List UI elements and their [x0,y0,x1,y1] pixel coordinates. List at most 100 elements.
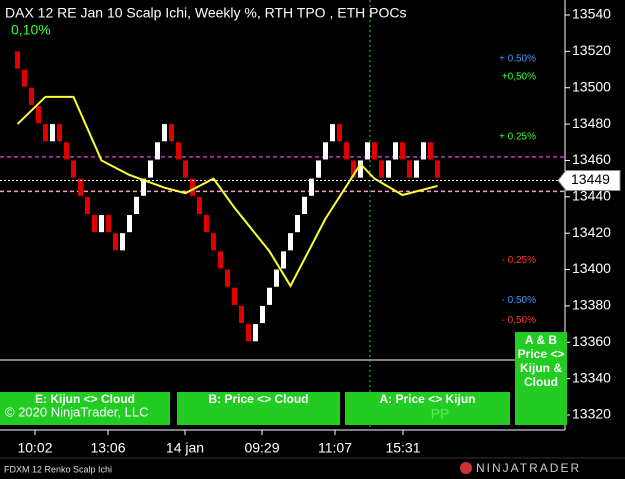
renko-brick [155,142,160,160]
renko-brick [232,287,237,305]
renko-brick [169,124,174,142]
y-tick-label: 13500 [572,78,611,94]
toggle-button-label[interactable]: A: Price <> Kijun [379,392,475,406]
renko-brick [113,233,118,251]
percent-level-label: - 0.25% [502,255,537,266]
renko-brick [190,178,195,196]
renko-brick [400,142,405,160]
renko-brick [99,215,104,233]
renko-brick [225,269,230,287]
percent-level-label: +0,50% [502,71,536,82]
renko-brick [197,196,202,214]
renko-brick [204,215,209,233]
renko-brick [141,178,146,196]
renko-brick [393,142,398,160]
copyright: © 2020 NinjaTrader, LLC [5,404,149,419]
renko-brick [22,69,27,87]
renko-brick [162,124,167,142]
toggle-button[interactable] [0,392,170,425]
x-tick-label: 09:29 [244,440,279,456]
renko-brick [92,215,97,233]
toggle-button-label[interactable]: B: Price <> Cloud [208,392,308,406]
renko-brick [64,142,69,160]
renko-brick [50,124,55,142]
combo-button[interactable] [515,332,567,425]
renko-brick [176,142,181,160]
y-tick-label: 13540 [572,6,611,22]
renko-brick [351,160,356,178]
renko-brick [407,160,412,178]
percent-level-label: + 0.25% [499,131,536,142]
renko-brick [253,324,258,342]
renko-brick [414,160,419,178]
chart-subtitle: 0,10% [11,22,51,38]
renko-brick [246,324,251,342]
y-tick-label: 13340 [572,369,611,385]
percent-level-label: - 0,50% [502,315,537,326]
renko-brick [274,269,279,287]
x-tick-label: 10:02 [17,440,52,456]
renko-brick [309,178,314,196]
percent-level-label: + 0.50% [499,53,536,64]
renko-brick [428,142,433,160]
toggle-button-label[interactable]: E: Kijun <> Cloud [35,392,135,406]
y-tick-label: 13420 [572,224,611,240]
combo-button-label[interactable]: Kijun & [520,361,562,375]
renko-brick [302,196,307,214]
renko-brick [239,305,244,324]
renko-brick [134,196,139,214]
renko-brick [260,305,265,324]
brand-icon [460,462,472,474]
renko-brick [57,124,62,142]
watermark: PP [431,406,450,422]
renko-brick [365,142,370,160]
renko-brick [330,124,335,142]
renko-brick [43,124,48,142]
combo-button-label[interactable]: Price <> [518,347,565,361]
renko-brick [344,142,349,160]
renko-brick [78,178,83,196]
x-tick-label: 11:07 [318,440,352,456]
last-price-box [557,169,621,191]
renko-brick [183,160,188,178]
renko-brick [316,160,321,178]
y-tick-label: 13360 [572,333,611,349]
y-tick-label: 13400 [572,260,611,276]
y-tick-label: 13480 [572,115,611,131]
renko-brick [337,124,342,142]
chart-title: DAX 12 RE Jan 10 Scalp Ichi, Weekly %, R… [5,5,406,21]
toggle-button[interactable] [345,392,510,425]
renko-brick [127,215,132,233]
y-tick-label: 13380 [572,297,611,313]
renko-brick [288,233,293,251]
combo-button-label[interactable]: A & B [525,333,558,347]
renko-brick [372,142,377,160]
renko-brick [211,233,216,251]
renko-brick [435,160,440,178]
renko-brick [148,160,153,178]
brand: NINJATRADER [476,461,581,475]
last-price-label: 13449 [571,171,610,187]
renko-brick [421,142,426,160]
renko-brick [85,196,90,214]
renko-brick [36,105,41,124]
renko-brick [358,160,363,178]
y-tick-label: 13460 [572,151,611,167]
y-tick-label: 13320 [572,406,611,422]
toggle-button[interactable] [177,392,340,425]
x-tick-label: 13:06 [90,440,125,456]
instrument-label: FDXM 12 Renko Scalp Ichi [4,464,112,474]
percent-level-label: - 0.50% [502,295,537,306]
renko-brick [281,251,286,269]
y-tick-label: 13520 [572,42,611,58]
renko-brick [71,160,76,178]
renko-brick [295,215,300,233]
combo-button-label[interactable]: Cloud [524,375,558,389]
renko-brick [106,215,111,233]
renko-brick [386,160,391,178]
kijun-line [16,95,438,288]
renko-brick [379,160,384,178]
x-tick-label: 15:31 [385,440,420,456]
renko-brick [218,251,223,269]
renko-brick [323,142,328,160]
